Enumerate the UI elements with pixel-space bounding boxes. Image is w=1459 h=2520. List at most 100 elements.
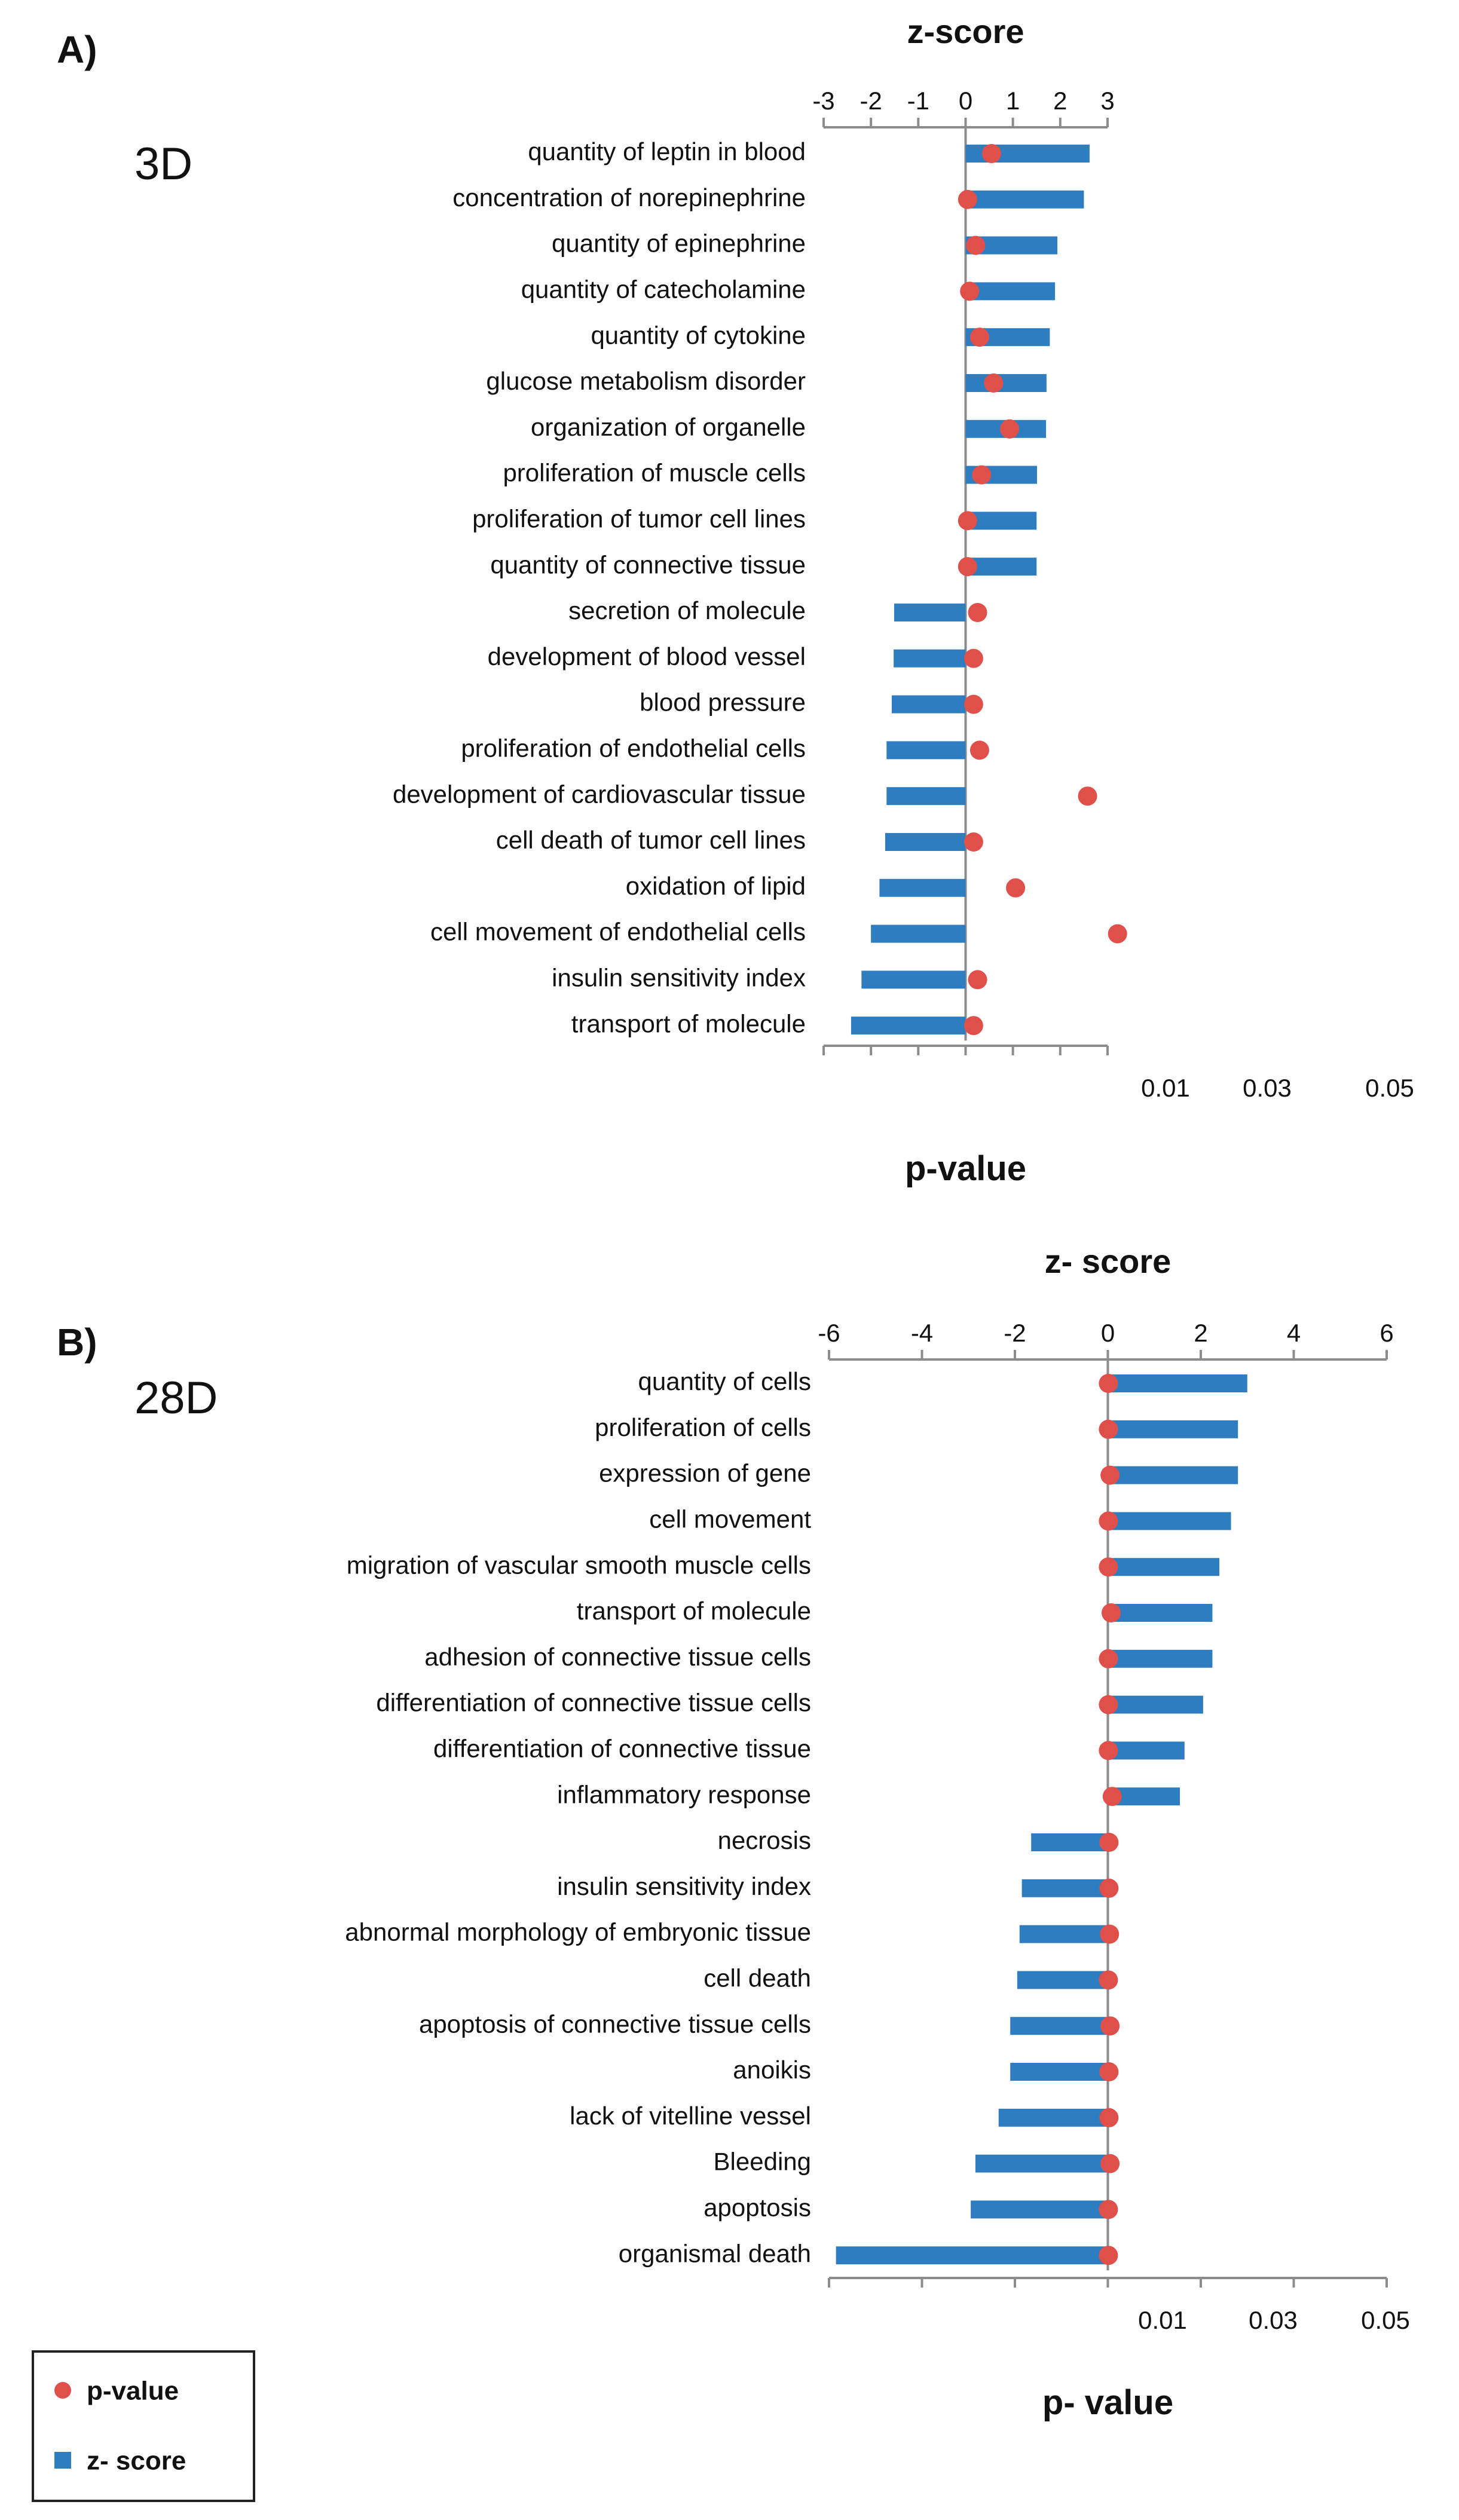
top-axis-tick-label: -2 [860, 87, 882, 115]
p-value-point [964, 1016, 983, 1036]
z-score-bar [1021, 1879, 1108, 1897]
top-axis-tick-label: 0 [959, 87, 972, 115]
category-label: organization of organelle [531, 413, 806, 441]
category-label: differentiation of connective tissue [433, 1734, 811, 1762]
z-score-bar [965, 374, 1047, 392]
category-label: differentiation of connective tissue cel… [376, 1689, 811, 1717]
p-value-point [1006, 878, 1026, 898]
z-score-bar [1108, 1374, 1247, 1392]
top-axis-tick-label: -3 [812, 87, 834, 115]
bottom-axis-tick-label: 0.03 [1243, 1074, 1292, 1102]
p-value-point [972, 465, 992, 485]
p-value-point [1108, 924, 1127, 944]
category-label: oxidation of lipid [626, 872, 806, 900]
p-value-point [1100, 2016, 1120, 2036]
bottom-axis-tick-label: 0.01 [1141, 1074, 1190, 1102]
axis-title-z-score: z- score [1045, 1242, 1172, 1280]
legend-box [32, 2350, 255, 2502]
category-label: transport of molecule [571, 1009, 806, 1037]
p-value-point [1099, 1557, 1118, 1577]
category-label: development of blood vessel [488, 642, 806, 670]
bottom-axis-tick-label: 0.01 [1138, 2306, 1187, 2334]
z-score-bar [998, 2108, 1108, 2127]
z-score-bar [971, 2200, 1108, 2219]
bottom-axis-tick-label: 0.05 [1361, 2306, 1410, 2334]
panel-tag: 28D [134, 1373, 218, 1423]
category-label: development of cardiovascular tissue [393, 780, 806, 808]
category-label: insulin sensitivity index [552, 963, 806, 991]
legend-p-value-label: p-value [87, 2377, 179, 2406]
category-label: migration of vascular smooth muscle cell… [347, 1551, 811, 1579]
category-label: inflammatory response [557, 1780, 811, 1808]
category-label: necrosis [718, 1826, 811, 1854]
p-value-point [958, 557, 977, 577]
z-score-bar [965, 558, 1037, 576]
category-label: organismal death [619, 2239, 811, 2267]
z-score-bar [892, 695, 966, 714]
legend-z-score-marker [54, 2452, 71, 2469]
p-value-point [958, 189, 977, 209]
z-score-bar [1031, 1833, 1108, 1851]
category-label: quantity of connective tissue [490, 550, 806, 578]
p-value-point [968, 970, 987, 990]
category-label: cell death [703, 1964, 811, 1992]
p-value-point [981, 144, 1001, 163]
z-score-bar [1108, 1649, 1213, 1668]
top-axis-tick-label: 1 [1006, 87, 1020, 115]
p-value-point [1099, 1649, 1118, 1668]
z-score-bar [965, 282, 1056, 301]
p-value-point [1099, 1695, 1118, 1714]
panel-tag: 3D [134, 139, 192, 189]
z-score-bar [1108, 1512, 1231, 1530]
z-score-bar [871, 924, 966, 943]
p-value-point [1099, 1511, 1118, 1531]
p-value-point [1099, 2200, 1118, 2219]
p-value-point [1099, 1741, 1118, 1760]
bottom-axis-tick-label: 0.05 [1365, 1074, 1414, 1102]
z-score-bar [965, 512, 1037, 530]
z-score-bar [1108, 1558, 1220, 1576]
p-value-point [960, 281, 980, 301]
top-axis-tick-label: 0 [1101, 1319, 1115, 1347]
z-score-bar [894, 604, 966, 621]
z-score-bar [879, 878, 966, 897]
p-value-point [1102, 1787, 1122, 1806]
z-score-bar [886, 787, 966, 806]
category-label: quantity of catecholamine [521, 275, 806, 303]
category-label: adhesion of connective tissue cells [424, 1643, 811, 1671]
category-label: proliferation of muscle cells [503, 459, 806, 487]
p-value-point [958, 511, 977, 531]
axis-title-z-score: z-score [907, 13, 1024, 50]
panel-b: B) 28D z- score -6 -4 -2 0 2 4 6 0.01 0.03 0.05 p- va… [57, 1242, 1410, 2422]
z-score-bar [1019, 1925, 1108, 1943]
z-score-bar [1108, 1604, 1213, 1622]
panel-label: B) [57, 1321, 97, 1364]
category-label: glucose metabolism disorder [486, 367, 806, 395]
top-axis-tick-label: 2 [1053, 87, 1067, 115]
p-value-point [966, 235, 986, 255]
axis-title-p-value: p-value [905, 1149, 1026, 1188]
p-value-point [1100, 1924, 1120, 1944]
p-value-point [1099, 2062, 1119, 2081]
category-label: cell movement of endothelial cells [430, 918, 806, 946]
category-label: transport of molecule [577, 1597, 811, 1625]
p-value-point [1099, 1878, 1119, 1898]
p-value-point [1099, 1374, 1118, 1393]
p-value-point [1000, 419, 1020, 439]
z-score-bar [975, 2154, 1108, 2173]
category-label: secretion of molecule [568, 596, 806, 624]
category-label: apoptosis of connective tissue cells [419, 2010, 811, 2038]
p-value-point [1101, 1603, 1121, 1622]
z-score-bar [885, 833, 966, 851]
category-label: quantity of cytokine [591, 321, 806, 349]
category-label: expression of gene [599, 1459, 811, 1487]
category-label: quantity of leptin in blood [528, 137, 806, 166]
top-axis-tick-label: -4 [911, 1319, 933, 1347]
p-value-point [964, 648, 983, 668]
top-axis-tick-label: -6 [818, 1319, 840, 1347]
top-axis-tick-label: 4 [1287, 1319, 1301, 1347]
z-score-bar [1010, 2063, 1108, 2081]
p-value-point [969, 740, 989, 760]
z-score-bar [1108, 1420, 1238, 1438]
category-label: lack of vitelline vessel [570, 2102, 811, 2130]
